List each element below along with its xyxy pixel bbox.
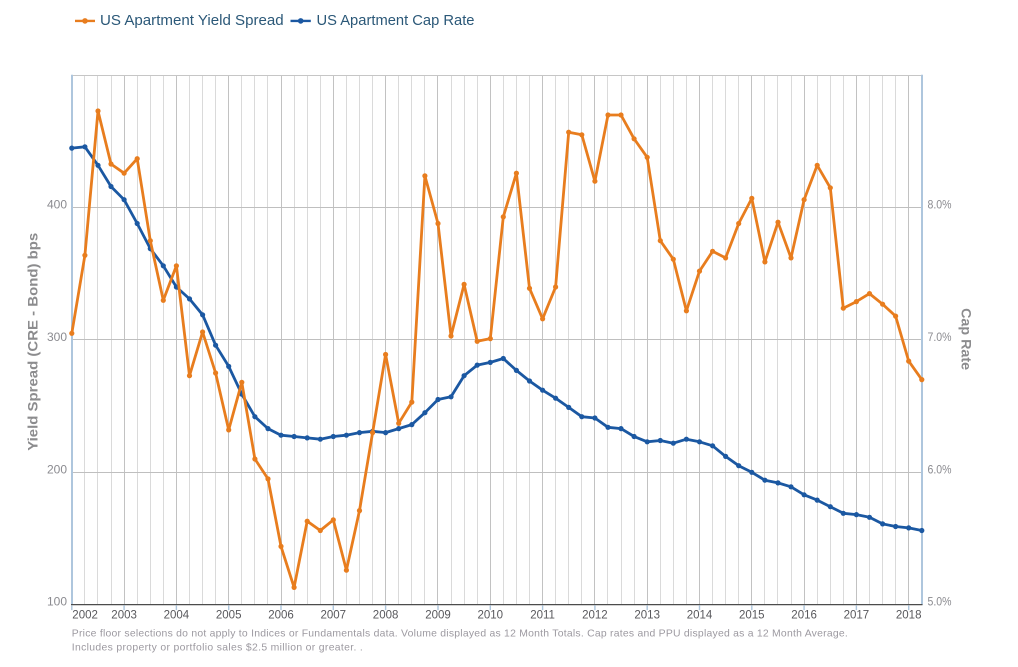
- svg-text:2012: 2012: [582, 610, 608, 622]
- svg-text:2003: 2003: [111, 610, 137, 622]
- svg-text:2014: 2014: [687, 610, 713, 622]
- svg-text:200: 200: [47, 462, 67, 476]
- svg-text:2002: 2002: [72, 610, 98, 622]
- svg-text:US Apartment Cap Rate: US Apartment Cap Rate: [317, 13, 475, 29]
- svg-text:8.0%: 8.0%: [928, 198, 952, 212]
- svg-text:2018: 2018: [896, 610, 922, 622]
- svg-text:Price floor selections do not: Price floor selections do not apply to I…: [72, 629, 848, 640]
- svg-text:2009: 2009: [425, 610, 451, 622]
- svg-text:2006: 2006: [268, 610, 294, 622]
- svg-text:7.0%: 7.0%: [928, 330, 952, 344]
- svg-text:400: 400: [47, 198, 67, 212]
- svg-text:100: 100: [47, 595, 67, 609]
- svg-text:2010: 2010: [478, 610, 504, 622]
- svg-text:Yield Spread (CRE - Bond) bps: Yield Spread (CRE - Bond) bps: [25, 233, 41, 451]
- svg-text:Cap Rate: Cap Rate: [959, 308, 975, 370]
- svg-text:2004: 2004: [164, 610, 190, 622]
- svg-text:2016: 2016: [791, 610, 817, 622]
- svg-text:2007: 2007: [321, 610, 347, 622]
- svg-text:2015: 2015: [739, 610, 765, 622]
- svg-text:US Apartment Yield Spread: US Apartment Yield Spread: [100, 13, 284, 29]
- svg-text:2008: 2008: [373, 610, 399, 622]
- svg-text:2013: 2013: [634, 610, 660, 622]
- svg-text:2011: 2011: [530, 610, 555, 622]
- svg-text:5.0%: 5.0%: [928, 595, 952, 609]
- svg-text:2017: 2017: [844, 610, 870, 622]
- svg-text:6.0%: 6.0%: [928, 462, 952, 476]
- svg-text:Includes property or portfolio: Includes property or portfolio sales $2.…: [72, 643, 363, 654]
- svg-text:300: 300: [47, 330, 67, 344]
- svg-text:2005: 2005: [216, 610, 242, 622]
